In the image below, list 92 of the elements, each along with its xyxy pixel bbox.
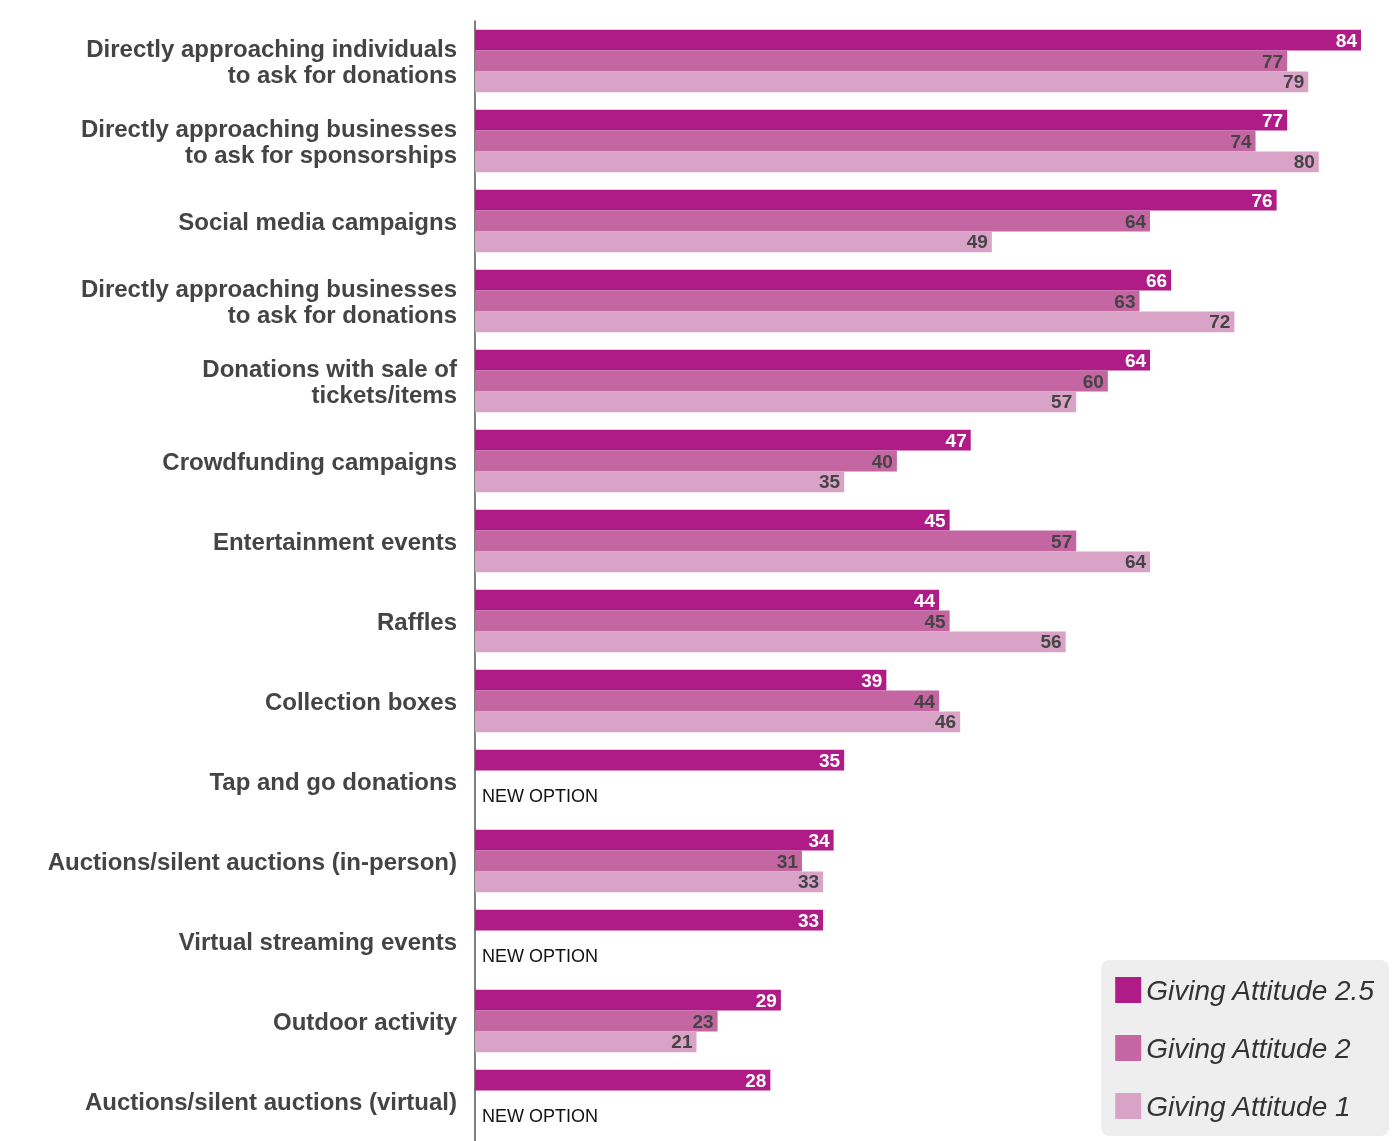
data-label: 79	[1283, 71, 1305, 93]
data-label: 23	[692, 1010, 714, 1032]
bar	[475, 989, 781, 1011]
data-label: 21	[671, 1031, 693, 1053]
data-label: 45	[924, 509, 947, 531]
y-tick-label: Raffles	[376, 607, 457, 635]
data-label: 64	[1124, 349, 1147, 371]
bar	[475, 71, 1309, 93]
y-tick-label: Entertainment events	[212, 527, 457, 555]
bar	[475, 1069, 771, 1091]
y-tick-label: Crowdfunding campaigns	[162, 447, 457, 475]
data-label: 47	[945, 429, 967, 451]
bar	[475, 349, 1151, 371]
bar	[475, 1031, 697, 1053]
y-tick-label: Tap and go donations	[209, 767, 457, 795]
bar	[475, 669, 887, 691]
bar	[475, 589, 940, 611]
annotation: NEW OPTION	[482, 786, 598, 806]
bar	[475, 370, 1108, 392]
bar	[475, 530, 1077, 552]
bar	[475, 429, 971, 451]
y-tick-label: Directly approaching businesses to ask for donations	[80, 274, 457, 328]
bar	[475, 690, 940, 712]
bar	[475, 631, 1066, 653]
data-label: 40	[871, 450, 893, 472]
data-label: 63	[1114, 290, 1136, 312]
bar	[475, 109, 1288, 131]
bar	[475, 450, 897, 472]
y-tick-label: Social media campaigns	[178, 207, 457, 235]
data-label: 29	[755, 989, 777, 1011]
y-tick-label: Auctions/silent auctions (in-person)	[47, 847, 457, 875]
bar	[475, 509, 950, 531]
bar	[475, 610, 950, 632]
bar	[475, 189, 1277, 211]
y-tick-label: Collection boxes	[264, 687, 457, 715]
data-label: 31	[776, 850, 799, 872]
bar	[475, 151, 1319, 173]
bar	[475, 909, 824, 931]
bar	[475, 391, 1077, 413]
data-label: 35	[819, 749, 841, 771]
data-label: 45	[924, 610, 947, 632]
bar	[475, 850, 802, 872]
data-label: 57	[1051, 530, 1073, 552]
data-label: 44	[913, 589, 936, 611]
data-label: 57	[1051, 391, 1073, 413]
data-label: 76	[1251, 189, 1273, 211]
data-label: 77	[1262, 50, 1284, 72]
data-label: 64	[1124, 551, 1147, 573]
bar	[475, 471, 845, 493]
bar	[475, 130, 1256, 152]
bar	[475, 749, 845, 771]
y-tick-label: Outdoor activity	[272, 1007, 458, 1035]
bar	[475, 231, 992, 253]
bar	[475, 871, 824, 893]
annotation: NEW OPTION	[482, 1106, 598, 1126]
data-label: 77	[1262, 109, 1284, 131]
data-label: 33	[797, 871, 820, 893]
data-label: 80	[1293, 151, 1315, 173]
data-label: 64	[1124, 210, 1147, 232]
legend-label: Giving Attitude 2	[1146, 1032, 1352, 1064]
annotation: NEW OPTION	[482, 946, 598, 966]
bar	[475, 210, 1151, 232]
y-tick-label: Auctions/silent auctions (virtual)	[84, 1087, 457, 1115]
bar	[475, 551, 1151, 573]
bar	[475, 50, 1288, 72]
data-label: 34	[808, 829, 831, 851]
data-label: 33	[797, 909, 820, 931]
data-label: 28	[745, 1069, 767, 1091]
data-label: 44	[913, 690, 936, 712]
bar	[475, 1010, 718, 1032]
data-label: 66	[1146, 269, 1168, 291]
y-tick-label: Donations with sale of tickets/items	[202, 354, 458, 408]
bar	[475, 311, 1235, 333]
data-label: 56	[1040, 631, 1062, 653]
data-label: 84	[1335, 29, 1358, 51]
bar	[475, 829, 834, 851]
data-label: 46	[935, 711, 957, 733]
y-tick-label: Directly approaching individuals to ask for donations	[86, 34, 457, 88]
y-tick-label: Directly approaching businesses to ask for sponsorships	[80, 114, 457, 168]
bar	[475, 29, 1361, 51]
data-label: 60	[1082, 370, 1104, 392]
bar	[475, 711, 961, 733]
legend-label: Giving Attitude 2.5	[1146, 974, 1375, 1006]
bar	[475, 269, 1172, 291]
y-tick-label: Virtual streaming events	[178, 927, 457, 955]
bar	[475, 290, 1140, 312]
data-label: 72	[1209, 311, 1231, 333]
legend-label: Giving Attitude 1	[1146, 1090, 1351, 1122]
data-label: 35	[819, 471, 841, 493]
data-label: 39	[861, 669, 883, 691]
data-label: 74	[1230, 130, 1252, 152]
data-label: 49	[966, 231, 988, 253]
